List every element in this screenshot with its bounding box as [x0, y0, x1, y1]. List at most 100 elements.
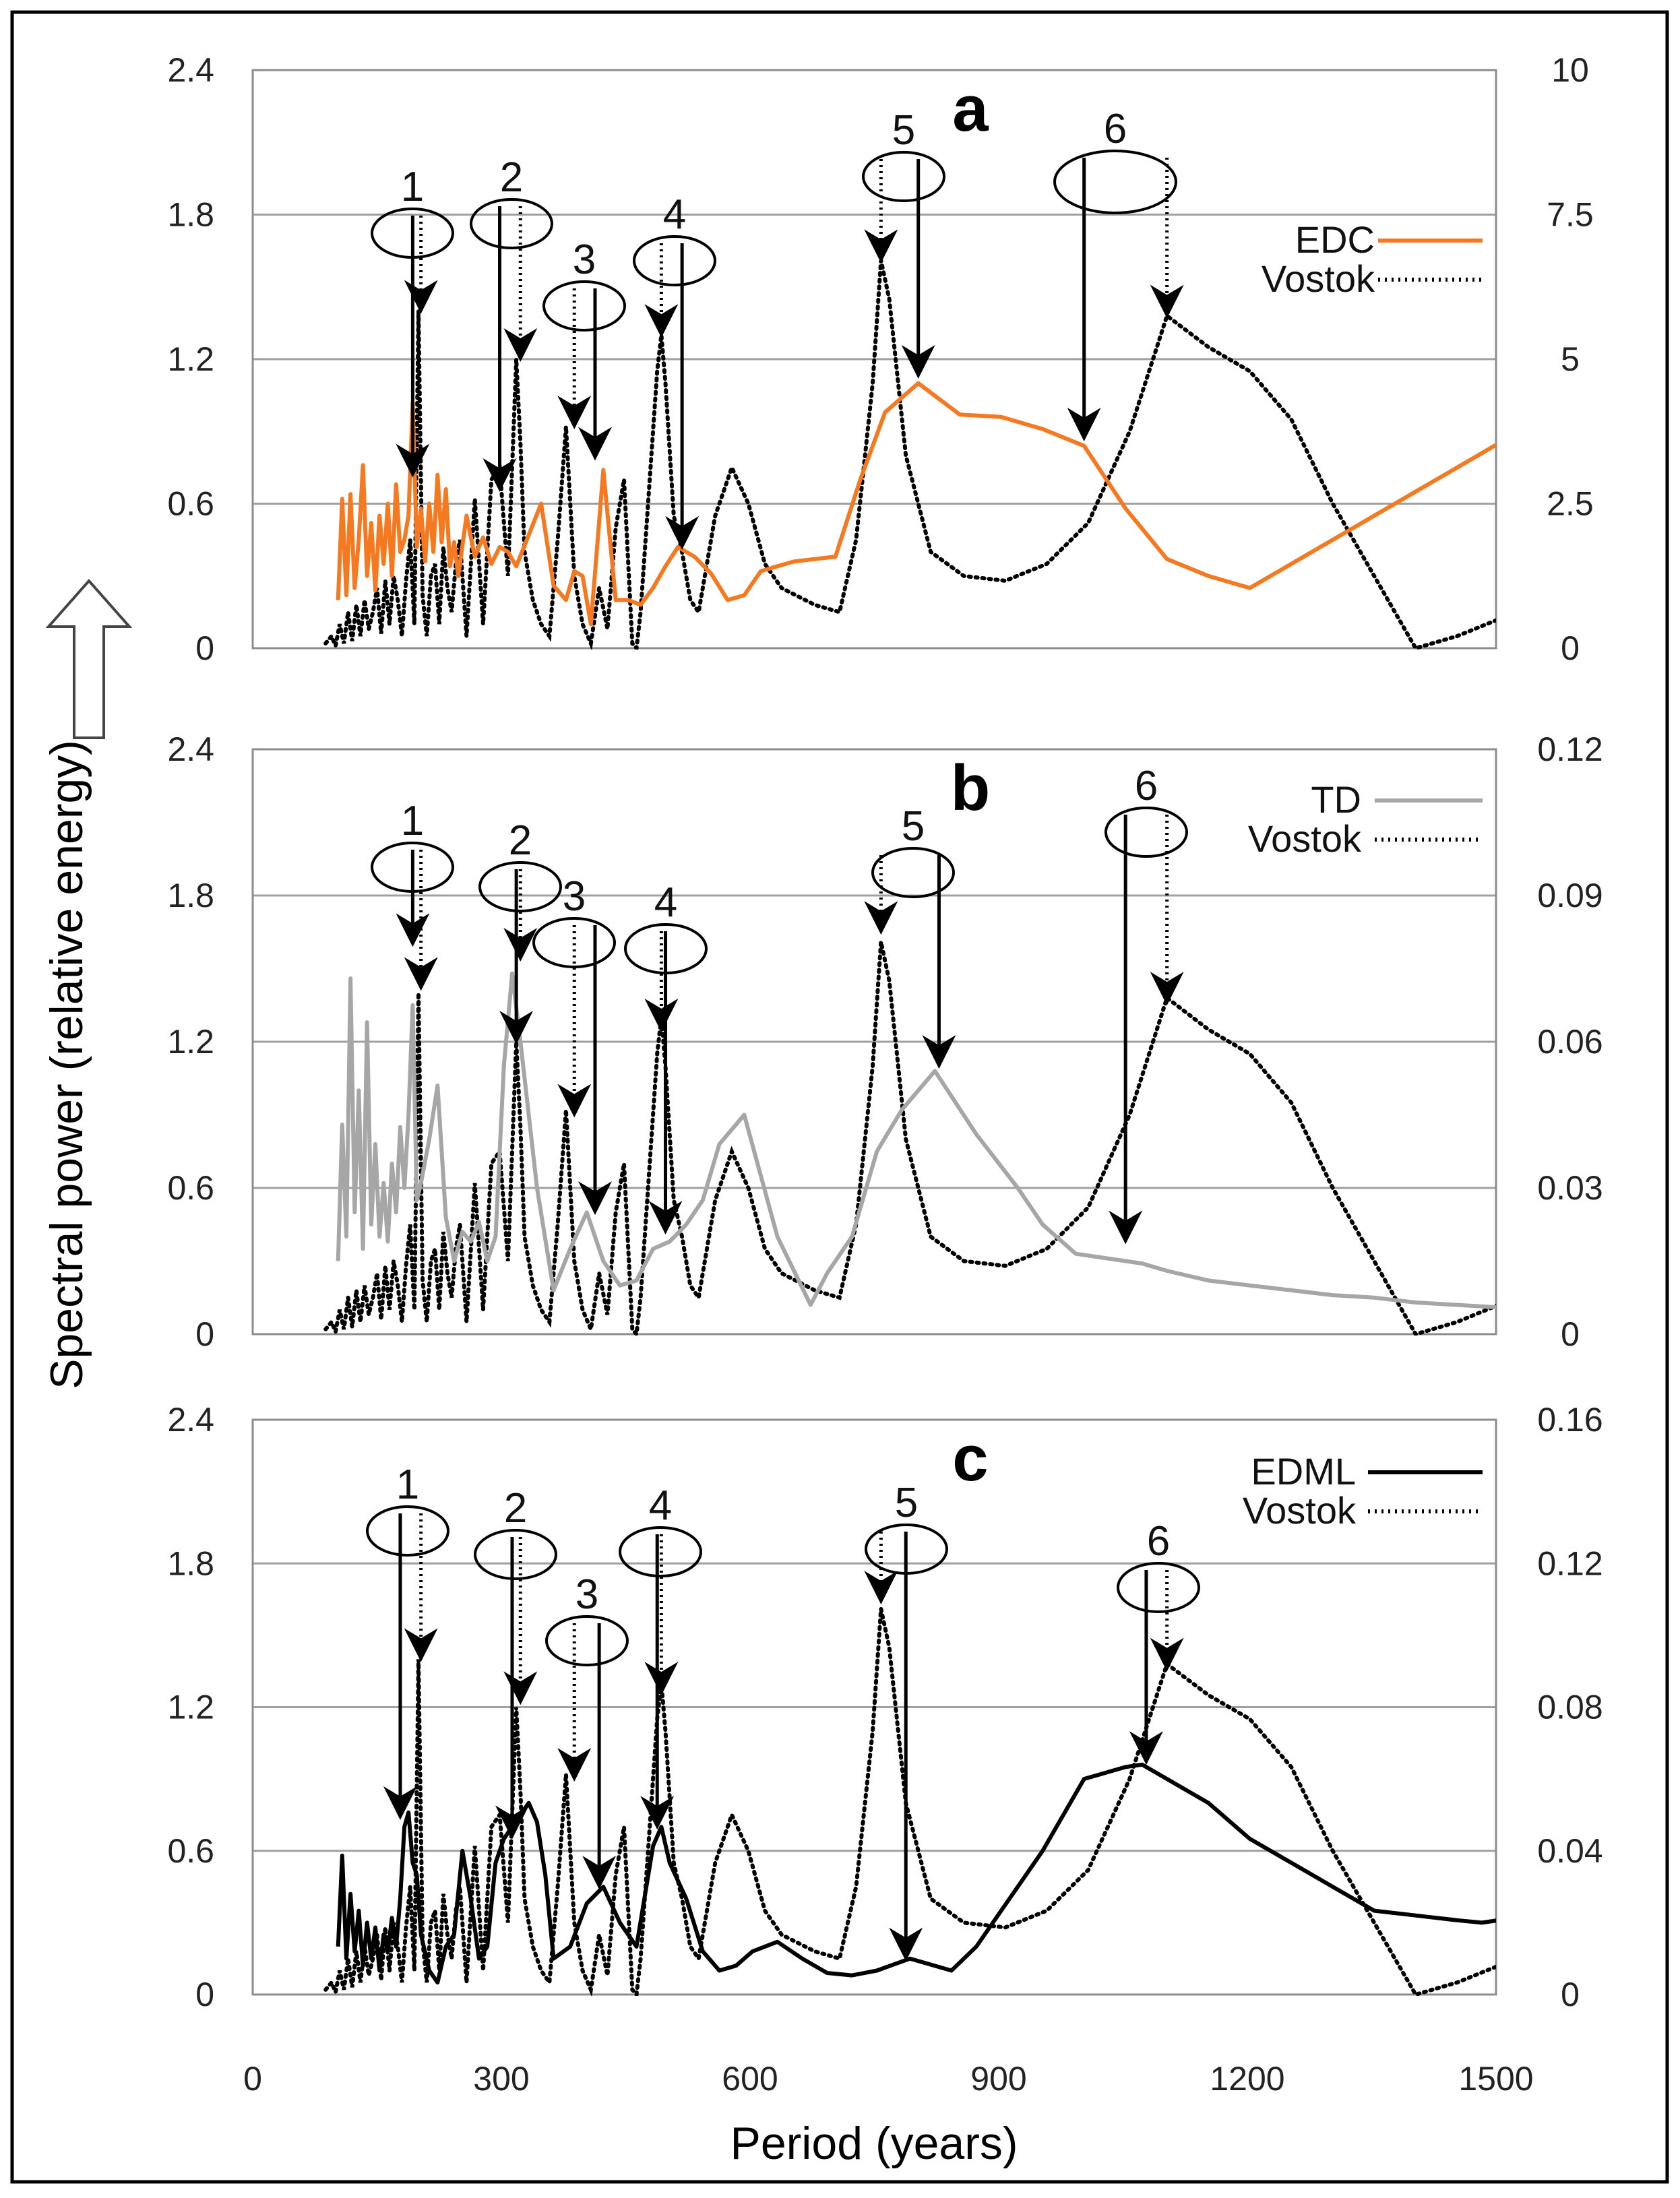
right-tick-label: 0.09	[1537, 877, 1603, 914]
legend-label: Vostok	[1243, 1489, 1357, 1532]
annotation-6: 6	[1117, 1518, 1200, 1765]
annotation-1: 1	[366, 1462, 449, 1820]
annotation-number: 5	[892, 107, 915, 154]
y-axis-title: Spectral power (relative energy)	[41, 740, 92, 1389]
left-tick-label: 1.8	[167, 877, 214, 914]
series-group	[323, 1608, 1496, 1996]
left-tick-label: 0.6	[167, 1832, 214, 1870]
panel-label: b	[951, 752, 991, 824]
left-tick-label: 0	[195, 1315, 214, 1353]
annotation-1: 1	[371, 164, 454, 478]
x-tick-label: 1500	[1458, 2060, 1533, 2098]
figure-border	[10, 10, 1669, 2184]
left-tick-label: 2.4	[167, 1401, 214, 1439]
left-tick-label: 2.4	[167, 51, 214, 89]
annotation-ellipse	[366, 1505, 449, 1557]
annotation-number: 2	[504, 1485, 527, 1532]
left-tick-label: 0	[195, 1976, 214, 2013]
plot-area	[251, 1418, 1497, 1996]
annotation-4: 4	[619, 1482, 702, 1830]
series-group	[323, 941, 1496, 1336]
annotation-3: 3	[532, 873, 616, 1216]
plot-area	[251, 69, 1497, 650]
annotation-5: 5	[864, 803, 956, 1069]
annotation-1: 1	[371, 798, 454, 991]
legend-label: Vostok	[1262, 257, 1375, 300]
legend-label: EDC	[1295, 218, 1375, 261]
vostok-line	[323, 259, 1496, 650]
right-tick-label: 0.12	[1537, 1544, 1603, 1582]
annotation-ellipse	[545, 1615, 629, 1666]
annotation-ellipse	[474, 1529, 557, 1580]
right-tick-label: 0	[1561, 1315, 1580, 1353]
annotation-number: 5	[895, 1480, 918, 1526]
annotation-number: 6	[1147, 1518, 1170, 1565]
y-axis-title-group: Spectral power (relative energy)	[41, 578, 133, 1389]
x-axis-title: Period (years)	[730, 2118, 1018, 2169]
x-axis: 0 300 600 900 1200 1500 Period (years)	[243, 2060, 1534, 2169]
panel-label: a	[952, 73, 989, 145]
x-tick-label: 1200	[1210, 2060, 1284, 2098]
right-tick-label: 0	[1561, 1976, 1580, 2013]
annotation-ellipse	[871, 847, 955, 898]
right-tick-label: 2.5	[1547, 485, 1594, 523]
right-tick-label: 7.5	[1547, 196, 1594, 234]
up-arrow-icon	[45, 578, 133, 739]
left-tick-label: 1.2	[167, 340, 214, 378]
annotation-5: 5	[864, 1480, 948, 1961]
annotation-number: 3	[563, 873, 586, 920]
annotation-4: 4	[633, 191, 716, 550]
annotation-number: 6	[1135, 763, 1158, 809]
annotation-ellipse	[542, 280, 626, 332]
annotation-number: 1	[396, 1462, 419, 1508]
left-tick-label: 0.6	[167, 1169, 214, 1207]
left-tick-label: 1.2	[167, 1023, 214, 1061]
plot-area	[251, 748, 1497, 1336]
annotation-number: 3	[575, 1571, 598, 1618]
annotation-number: 1	[401, 164, 424, 210]
right-tick-label: 10	[1551, 51, 1589, 89]
x-tick-label: 600	[722, 2060, 778, 2098]
legend-label: EDML	[1251, 1450, 1356, 1493]
annotation-4: 4	[624, 879, 708, 1235]
annotation-2: 2	[470, 154, 553, 493]
series-group	[323, 259, 1496, 650]
annotation-number: 2	[500, 154, 523, 201]
x-tick-label: 0	[243, 2060, 262, 2098]
annotation-ellipse	[470, 198, 553, 249]
left-tick-label: 1.8	[167, 1544, 214, 1582]
right-tick-label: 0.16	[1537, 1401, 1603, 1439]
right-tick-label: 0.12	[1537, 730, 1603, 768]
right-tick-label: 0.03	[1537, 1169, 1603, 1207]
annotation-ellipse	[1053, 150, 1177, 214]
vostok-line	[323, 1608, 1496, 1996]
legend-label: TD	[1311, 778, 1361, 821]
legend-label: Vostok	[1248, 817, 1362, 860]
x-tick-label: 300	[473, 2060, 529, 2098]
annotation-ellipse	[862, 151, 945, 202]
left-tick-label: 0.6	[167, 485, 214, 523]
annotation-5: 5	[862, 107, 945, 379]
annotation-number: 6	[1104, 106, 1127, 152]
annotation-3: 3	[542, 237, 626, 461]
annotation-6: 6	[1105, 763, 1188, 1245]
annotation-ellipse	[532, 917, 616, 968]
panel-label: c	[952, 1422, 988, 1495]
annotation-2: 2	[474, 1485, 557, 1840]
left-tick-label: 1.8	[167, 196, 214, 234]
right-tick-label: 0.04	[1537, 1832, 1603, 1870]
td-line	[336, 971, 1496, 1309]
edc-line	[336, 381, 1496, 627]
annotation-ellipse	[633, 235, 716, 286]
annotation-number: 5	[902, 803, 925, 850]
right-tick-label: 5	[1561, 340, 1580, 378]
edml-line	[336, 1762, 1496, 1985]
left-tick-label: 2.4	[167, 730, 214, 768]
x-tick-label: 900	[970, 2060, 1026, 2098]
annotation-ellipse	[1105, 807, 1188, 858]
